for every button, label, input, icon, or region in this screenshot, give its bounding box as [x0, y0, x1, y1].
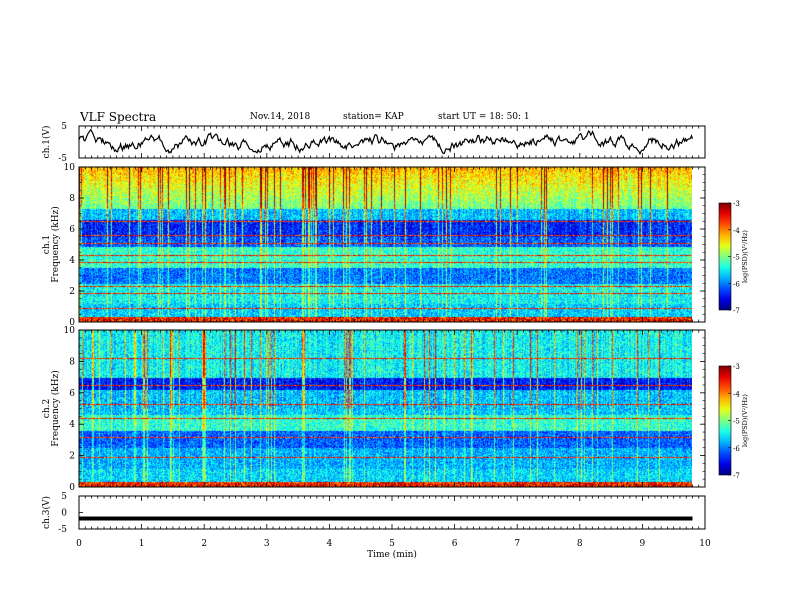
- ch2-colorbar-tick-label: -6: [733, 445, 740, 453]
- ch1-spectrogram-ylabel-channel: ch.1: [42, 235, 52, 254]
- x-tick-label: 9: [640, 539, 646, 549]
- ch2-spectrogram-tick-label: 4: [69, 420, 75, 430]
- ch3-waveform-ylabel: ch.3(V): [41, 496, 52, 529]
- ch1-waveform-tick-label: 5: [61, 122, 67, 132]
- x-tick-label: 7: [514, 539, 520, 549]
- ch2-spectrogram-tick-label: 8: [69, 357, 75, 367]
- x-tick-label: 4: [327, 539, 333, 549]
- ch3-waveform-tick-label: -5: [58, 525, 67, 535]
- ch2-colorbar-label: log(PSD)(V²/Hz): [741, 394, 749, 447]
- ch1-waveform-ylabel: ch.1(V): [41, 126, 52, 159]
- ch1-colorbar-tick-label: -5: [733, 254, 740, 262]
- x-tick-label: 10: [699, 539, 711, 549]
- ch1-colorbar-tick-label: -6: [733, 280, 740, 288]
- ch2-spectrogram-tick-label: 6: [69, 389, 75, 399]
- ch1-spectrogram-tick-label: 8: [69, 194, 75, 204]
- ch2-spectrogram-image: [79, 330, 692, 487]
- ch1-waveform-line: [78, 128, 694, 156]
- x-tick-label: 5: [389, 539, 395, 549]
- x-tick-label: 0: [76, 539, 82, 549]
- ch1-colorbar-label: log(PSD)(V²/Hz): [741, 230, 749, 283]
- ch1-waveform-tick-label: -5: [58, 154, 67, 164]
- ch1-spectrogram-tick-label: 6: [69, 225, 75, 235]
- ch2-spectrogram-ylabel-channel: ch.2: [42, 399, 52, 418]
- ch3-waveform-tick-label: 0: [61, 509, 67, 519]
- ch2-spectrogram-tick-label: 10: [64, 326, 76, 336]
- figure-title: VLF Spectra: [80, 110, 157, 124]
- ch1-spectrogram-tick-label: 4: [69, 256, 75, 266]
- ch2-spectrogram-tick-label: 0: [69, 483, 75, 493]
- date-label: Nov.14, 2018: [250, 112, 311, 122]
- x-tick-label: 2: [201, 539, 207, 549]
- ch1-colorbar-tick-label: -7: [733, 307, 740, 315]
- ch1-spectrogram-tick-label: 10: [64, 163, 76, 173]
- station-label: station= KAP: [343, 112, 404, 122]
- ch3-waveform-tick-label: 5: [61, 492, 67, 502]
- ch1-colorbar-tick-label: -4: [733, 227, 740, 235]
- x-tick-label: 1: [139, 539, 145, 549]
- ch2-colorbar-tick-label: -3: [733, 363, 740, 371]
- ch1-colorbar-tick-label: -3: [733, 200, 740, 208]
- x-tick-label: 3: [264, 539, 270, 549]
- ch2-spectrogram-ylabel: Frequency (kHz): [50, 370, 61, 447]
- ch1-spectrogram-image: [79, 167, 692, 322]
- x-tick-label: 8: [577, 539, 583, 549]
- ch2-colorbar-tick-label: -7: [733, 472, 740, 480]
- ch2-colorbar-tick-label: -4: [733, 390, 740, 398]
- ch2-colorbar-tick-label: -5: [733, 418, 740, 426]
- ch2-spectrogram-tick-label: 2: [69, 452, 75, 462]
- ch1-spectrogram-tick-label: 2: [69, 287, 75, 297]
- x-axis-label: Time (min): [367, 549, 417, 560]
- ch1-spectrogram-ylabel: Frequency (kHz): [50, 206, 61, 283]
- ch1-spectrogram-tick-label: 0: [69, 318, 75, 328]
- x-tick-label: 6: [452, 539, 458, 549]
- start-time-label: start UT = 18: 50: 1: [438, 112, 530, 122]
